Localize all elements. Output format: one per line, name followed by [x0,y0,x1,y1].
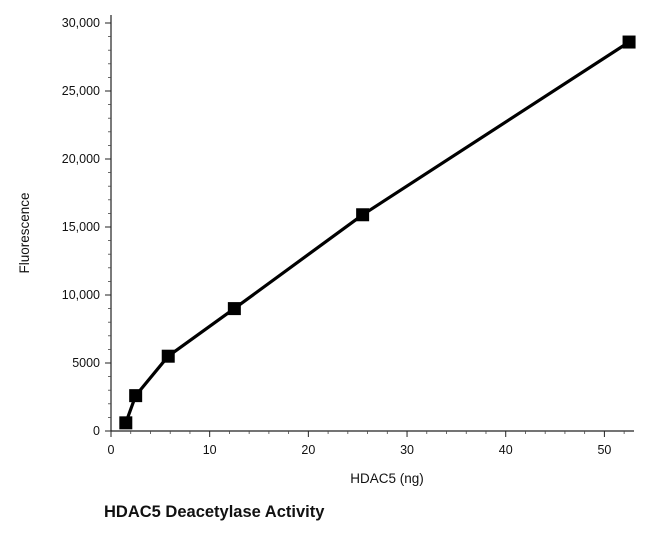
plot-area [119,35,636,430]
data-point [227,302,241,316]
data-point [129,389,143,403]
tick-marks [105,22,625,437]
y-tick-label: 25,000 [62,84,100,98]
data-point [356,208,370,222]
chart: 0 10 20 30 40 50 0 5000 10,000 15,000 20,000 25,00… [17,15,636,486]
y-axis-label: Fluorescence [17,192,32,273]
y-tick-label: 15,000 [62,220,100,234]
y-tick-label: 10,000 [62,288,100,302]
series-line [124,40,630,424]
x-tick-label: 50 [597,443,611,457]
x-tick-label: 30 [400,443,414,457]
x-tick-label: 0 [108,443,115,457]
data-point [161,349,175,363]
y-tick-label: 0 [93,424,100,438]
data-point [119,416,133,430]
x-axis-label: HDAC5 (ng) [350,471,424,486]
x-tick-label: 40 [499,443,513,457]
y-tick-label: 20,000 [62,152,100,166]
x-tick-label: 10 [203,443,217,457]
chart-caption: HDAC5 Deacetylase Activity [104,503,325,521]
y-tick-label: 5000 [72,356,100,370]
data-point [622,35,636,49]
x-tick-labels: 0 10 20 30 40 50 [108,443,612,457]
y-tick-labels: 0 5000 10,000 15,000 20,000 25,000 30,000 [62,16,100,438]
x-tick-label: 20 [301,443,315,457]
axes [110,15,634,432]
y-tick-label: 30,000 [62,16,100,30]
